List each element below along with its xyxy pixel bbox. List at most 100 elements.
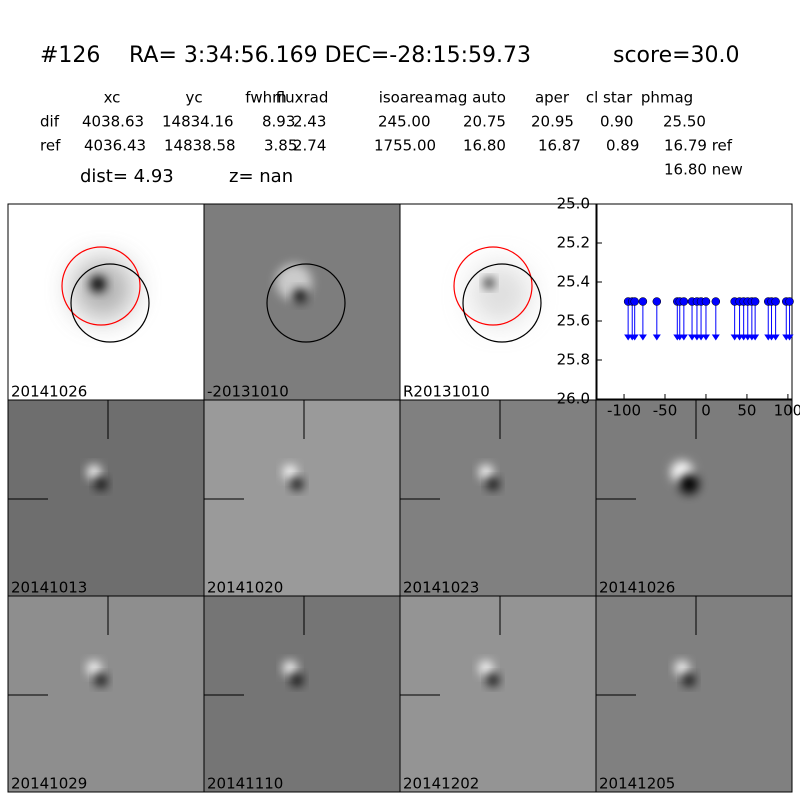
point (785, 297, 794, 306)
distance: dist= 4.93 (80, 166, 174, 187)
column-header: aper (535, 89, 570, 107)
dipole-neg (95, 478, 107, 490)
score: score=30.0 (613, 43, 740, 68)
candidate-id: #126 (40, 43, 100, 68)
image-panel: 20141202 (399, 595, 597, 793)
row-label: ref (40, 137, 61, 155)
panel-label: -20131010 (207, 383, 289, 401)
table-cell: 16.79 ref (664, 137, 733, 155)
dipole-pos (479, 661, 493, 675)
table-cell: 14834.16 (162, 113, 234, 131)
image-panel: 20141205 (595, 595, 793, 793)
table-cell: 20.95 (531, 113, 574, 131)
limit-arrowhead (751, 334, 760, 341)
limit-arrowhead (630, 334, 639, 341)
image-panel: 20141026 (595, 399, 793, 597)
limit-arrowhead (679, 334, 688, 341)
column-header: cl star (586, 89, 633, 107)
panel-label: 20141205 (599, 775, 675, 793)
image-panel: 20141029 (7, 595, 205, 793)
point (638, 297, 648, 306)
limit-arrowhead (771, 334, 780, 341)
halo (470, 264, 530, 324)
y-tick-label: 26.0 (557, 390, 590, 408)
table-cell: 4038.63 (82, 113, 144, 131)
y-tick-label: 25.0 (557, 195, 590, 213)
y-tick-label: 25.8 (557, 351, 590, 369)
panel-background (203, 595, 401, 793)
table-cell: 3.85 (264, 137, 297, 155)
panel-label: 20141020 (207, 579, 283, 597)
dipole-pos (87, 661, 101, 675)
point (771, 297, 780, 306)
dipole-pos (479, 465, 493, 479)
limit-arrowhead (711, 334, 720, 341)
column-header: fwhm (245, 89, 286, 107)
source (90, 276, 106, 292)
column-header: mag auto (434, 89, 506, 107)
limit-arrowhead (652, 334, 661, 341)
panel-background (399, 595, 597, 793)
table-cell: 2.43 (293, 113, 326, 131)
redshift: z= nan (229, 166, 293, 187)
table-cell: 1755.00 (374, 137, 436, 155)
aperture (266, 263, 346, 343)
panel-label: 20141013 (11, 579, 87, 597)
panel-label: 20141026 (599, 579, 675, 597)
phmag-note: 16.80 new (664, 161, 743, 179)
dipole-pos (283, 465, 297, 479)
panel-background (7, 595, 205, 793)
image-panel: -20131010 (203, 203, 401, 401)
table-cell: 16.87 (538, 137, 581, 155)
table-cell: 8.93 (262, 113, 295, 131)
column-header: fluxrad (276, 89, 329, 107)
x-tick-label: 50 (737, 402, 756, 420)
table-cell: 0.89 (606, 137, 639, 155)
column-header: phmag (641, 89, 693, 107)
column-header: yc (185, 89, 202, 107)
dipole-neg (683, 674, 695, 686)
dipole-neg (291, 674, 303, 686)
panel-background (595, 399, 793, 597)
aperture-red (61, 246, 141, 326)
panel-label: 20141110 (207, 775, 283, 793)
panel-label: 20141029 (11, 775, 87, 793)
image-panel: 20141110 (203, 595, 401, 793)
source (484, 278, 494, 288)
image-panels: 20141026 -20131010 R20131010 20141013 201410… (7, 203, 793, 793)
image-panel: 20141026 (7, 203, 205, 401)
panel-background (7, 399, 205, 597)
limit-arrowhead (785, 334, 794, 341)
image-panel: R20131010 (399, 203, 597, 401)
dipole-neg (95, 674, 107, 686)
table-cell: 245.00 (378, 113, 431, 131)
y-tick-label: 25.4 (557, 273, 590, 291)
panel-background (399, 399, 597, 597)
dipole-pos (283, 661, 297, 675)
point (630, 297, 639, 306)
dipole-neg (487, 478, 499, 490)
point (679, 297, 689, 306)
aperture-red (453, 246, 533, 326)
table-cell: 20.75 (463, 113, 506, 131)
x-tick-label: 100 (774, 402, 800, 420)
source (293, 289, 307, 303)
point (701, 297, 711, 306)
table-cell: 16.80 (463, 137, 506, 155)
point (711, 297, 721, 306)
panel-label: R20131010 (403, 383, 490, 401)
dipole-neg (487, 674, 499, 686)
x-tick-label: 0 (701, 402, 711, 420)
panel-background (595, 595, 793, 793)
dipole-pos (675, 661, 689, 675)
limit-arrowhead (701, 334, 710, 341)
table-cell: 2.74 (293, 137, 326, 155)
aperture (462, 263, 542, 343)
panel-label: 20141026 (11, 383, 87, 401)
aperture (70, 263, 150, 343)
x-tick-label: -100 (607, 402, 641, 420)
dipole-pos (87, 465, 101, 479)
column-header: isoarea (379, 89, 434, 107)
image-panel: 20141013 (7, 399, 205, 597)
